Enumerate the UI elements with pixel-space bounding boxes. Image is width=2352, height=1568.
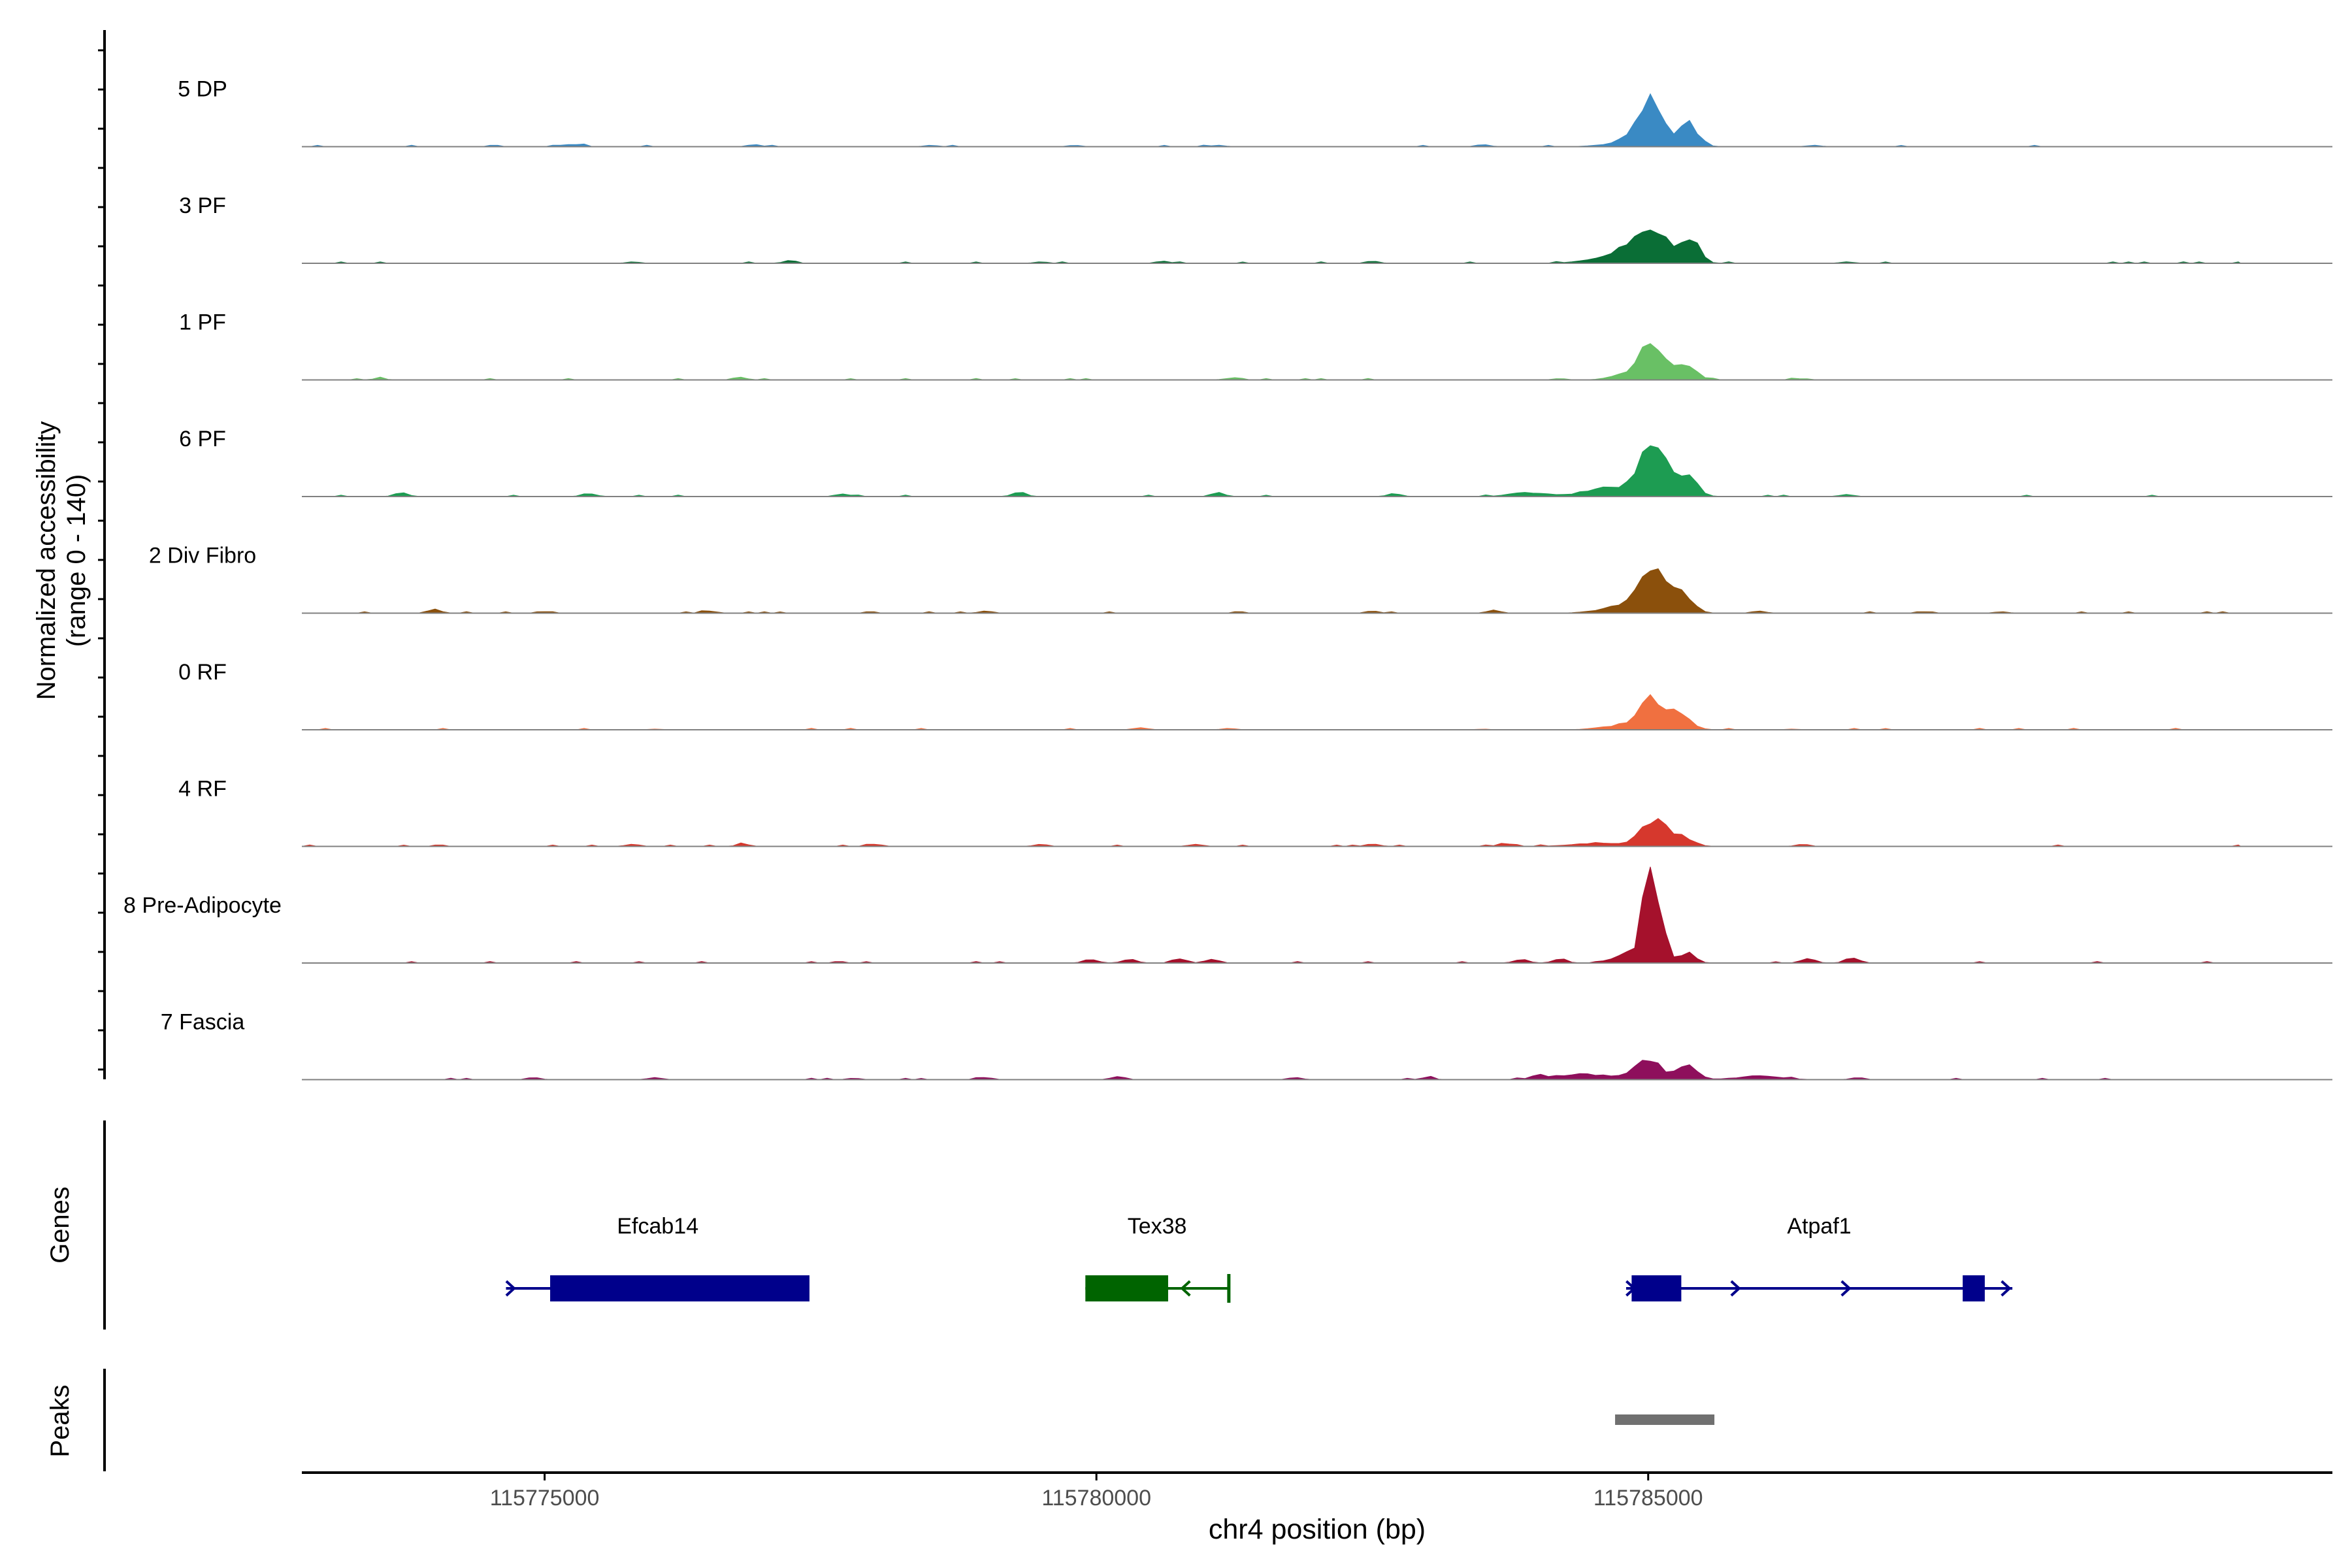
gene-exon [1085,1275,1168,1301]
gene-name-label: Atpaf1 [1787,1214,1851,1239]
x-tick-label: 115780000 [1041,1486,1151,1511]
track-label: 2 Div Fibro [149,544,256,568]
track-label: 4 RF [178,777,227,802]
gene-name-label: Efcab14 [617,1214,698,1239]
track-5: 2 Div Fibro [149,544,2332,614]
track-label: 0 RF [178,660,227,685]
gene-annotations: Efcab14 Tex38 Atpaf1 [505,1214,2013,1303]
track-label: 6 PF [179,427,226,451]
gene-efcab14: Efcab14 [505,1214,809,1301]
track-label: 5 DP [178,77,227,102]
genes-panel-label: Genes [46,1186,74,1264]
x-tick-label: 115785000 [1593,1486,1703,1511]
x-axis-title: chr4 position (bp) [1209,1514,1426,1545]
gene-tex38: Tex38 [1085,1214,1231,1303]
coverage-tracks: 5 DP 3 PF 1 PF 6 PF 2 Div Fibro 0 RF 4 RF 8 Pre… [123,77,2332,1081]
track-3: 1 PF [179,310,2332,381]
peak-regions [1615,1414,1715,1425]
track-label: 3 PF [179,193,226,218]
track-label: 8 Pre-Adipocyte [123,893,282,918]
peaks-panel-label: Peaks [46,1384,74,1457]
x-tick-label: 115775000 [490,1486,600,1511]
gene-exon [1963,1275,1985,1301]
gene-name-label: Tex38 [1128,1214,1187,1239]
strand-arrow-icon [1840,1280,1852,1297]
strand-arrow-icon [1625,1280,1637,1297]
gene-exon [550,1275,809,1301]
track-label: 1 PF [179,310,226,335]
track-8: 8 Pre-Adipocyte [123,866,2332,964]
strand-arrow-icon [1730,1280,1741,1297]
track-2: 3 PF [179,193,2332,264]
track-label: 7 Fascia [161,1010,245,1035]
strand-arrow-icon [1180,1280,1191,1297]
track-9: 7 Fascia [161,1010,2332,1081]
track-1: 5 DP [178,77,2332,148]
y-axis-label-line2: (range 0 - 140) [62,474,91,647]
strand-arrow-icon [505,1280,516,1297]
y-axis-label-line1: Normalized accessibility [32,421,61,700]
gene-exon [1631,1275,1682,1301]
strand-arrow-icon [2001,1280,2012,1297]
track-4: 6 PF [179,427,2332,497]
track-7: 4 RF [178,777,2332,847]
track-6: 0 RF [178,660,2332,730]
x-axis-ticks: 115775000 115780000 115785000 [490,1473,1703,1511]
peak-region-bar [1615,1414,1715,1425]
coverage-y-ticks [98,49,105,1071]
gene-atpaf1: Atpaf1 [1625,1214,2013,1301]
